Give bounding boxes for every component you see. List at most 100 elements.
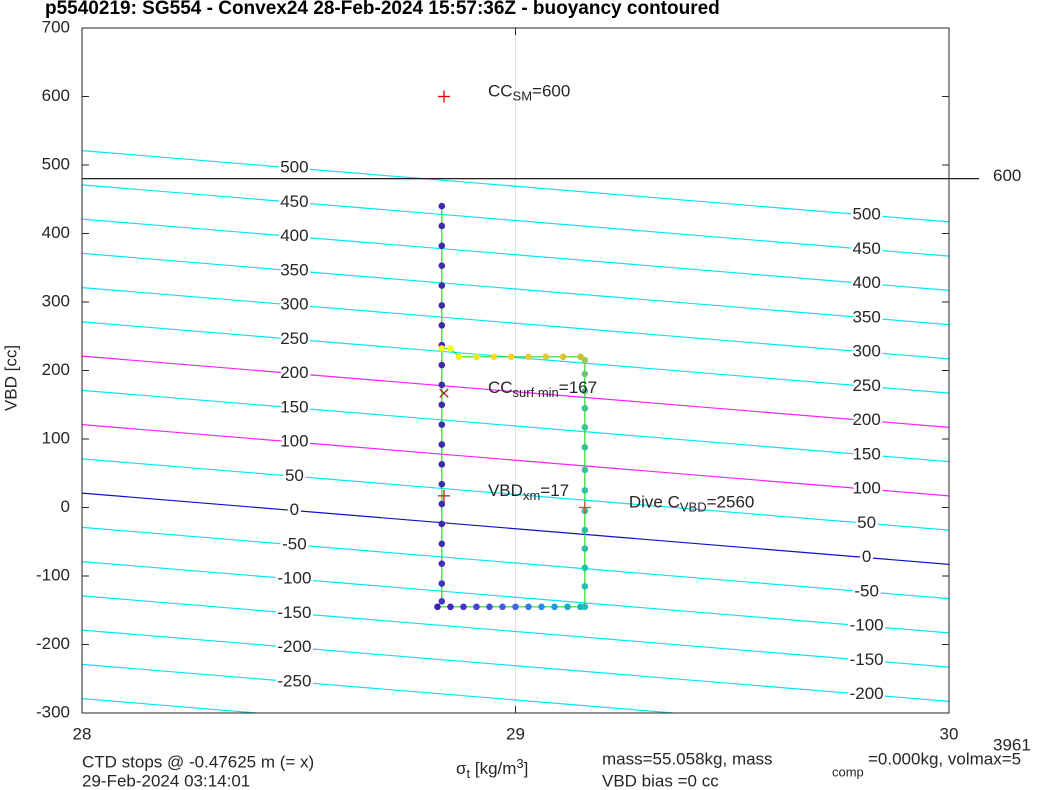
track-point <box>438 500 446 508</box>
track-point <box>512 603 519 611</box>
footer-ctd: CTD stops @ -0.47625 m (= x) <box>82 752 314 771</box>
contour-label: -100 <box>277 569 311 588</box>
track-point <box>438 560 446 567</box>
contour-label: 150 <box>280 397 308 416</box>
track-point <box>581 545 589 552</box>
track-point <box>447 345 454 352</box>
annotation-marker <box>578 501 591 514</box>
contour-label: 0 <box>290 500 299 519</box>
track-point <box>438 461 446 468</box>
contour-label: 500 <box>852 205 880 224</box>
annotation-text-part: Dive C <box>629 493 680 512</box>
y-tick-label: -300 <box>36 702 70 721</box>
contour-label: 50 <box>857 513 876 532</box>
track-point <box>438 321 446 329</box>
track-point <box>460 603 467 611</box>
x-axis-label-part: σ <box>456 759 467 778</box>
footer-date: 29-Feb-2024 03:14:01 <box>82 771 250 790</box>
track-point <box>438 381 446 389</box>
annotation-text: Dive CVBD=2560 <box>629 493 755 515</box>
contour-label: 400 <box>280 226 308 245</box>
track-point <box>525 353 532 361</box>
x-tick-label: 30 <box>940 724 959 743</box>
contour-label: 200 <box>852 410 880 429</box>
track-point <box>581 564 589 572</box>
track-point <box>551 603 558 611</box>
annotation-text-part: =17 <box>540 481 569 500</box>
track-point <box>438 598 446 605</box>
y-tick-label: 700 <box>42 17 70 36</box>
y-tick-label: 0 <box>61 497 70 516</box>
track-point <box>499 603 506 611</box>
contour-line <box>82 321 949 394</box>
track-point <box>438 242 446 250</box>
footer-bias: VBD bias =0 cc <box>602 771 719 790</box>
annotation-text-part: =167 <box>559 379 597 398</box>
contour-line <box>82 663 682 713</box>
track-point <box>577 353 584 361</box>
track-point <box>542 353 550 361</box>
track-point <box>473 353 480 361</box>
track-point <box>525 603 532 611</box>
annotation-text-part: VBD <box>488 481 523 500</box>
contour-label: 250 <box>852 376 880 395</box>
track-point <box>581 404 589 412</box>
track-point <box>438 361 446 369</box>
track-point <box>447 603 454 611</box>
annotation-marker <box>439 388 449 398</box>
contour-line <box>82 150 949 223</box>
track-point <box>438 222 446 230</box>
y-tick-label: 400 <box>42 223 70 242</box>
x-tick-label: 28 <box>73 724 92 743</box>
x-tick-label: 29 <box>506 724 525 743</box>
annotation-marker <box>437 489 450 502</box>
contour-label: -150 <box>850 650 884 669</box>
contour-label: 450 <box>852 239 880 258</box>
annotation-text-part: SM <box>513 88 533 103</box>
contour-line <box>82 355 949 428</box>
y-tick-label: 200 <box>42 360 70 379</box>
annotation-text-part: VBD <box>680 499 707 514</box>
annotation-text-part: =2560 <box>707 493 755 512</box>
track-point <box>559 353 567 361</box>
y-tick-label: -100 <box>36 565 70 584</box>
track-point <box>581 443 589 451</box>
track-point <box>438 202 446 210</box>
contour-label: -150 <box>277 603 311 622</box>
annotation-text: CCSM=600 <box>488 82 570 104</box>
x-axis-label-part: [kg/m <box>470 759 516 778</box>
track-point <box>581 526 589 534</box>
track-point <box>438 441 446 448</box>
track-point <box>455 353 463 361</box>
contour-line <box>82 252 949 326</box>
y-axis-label: VBD [cc] <box>1 345 20 411</box>
contour-label: 350 <box>280 260 308 279</box>
annotation-marker <box>437 90 450 103</box>
track-point <box>438 580 446 587</box>
track-point <box>438 302 446 309</box>
contour-label: 100 <box>852 479 880 498</box>
contour-label: -250 <box>277 671 311 690</box>
marker-stroke <box>439 388 449 398</box>
contour-line <box>82 595 949 668</box>
track-point <box>581 487 589 494</box>
footer-corner: 3961 <box>993 735 1031 754</box>
track-point <box>581 466 589 474</box>
track-point <box>473 603 480 611</box>
contour-line <box>82 458 949 531</box>
x-axis-label-part: ] <box>524 759 529 778</box>
contour-line <box>82 184 949 257</box>
y-tick-label: -200 <box>36 634 70 653</box>
track-point <box>438 421 446 428</box>
track-point <box>581 603 589 611</box>
footer-mass-sub: comp <box>832 764 864 779</box>
contour-label: 400 <box>852 273 880 292</box>
track-point <box>438 345 446 352</box>
contour-line <box>82 561 949 634</box>
track-point <box>564 603 571 611</box>
track-point <box>438 262 446 269</box>
chart-title: p5540219: SG554 - Convex24 28-Feb-2024 1… <box>45 0 720 19</box>
contour-label: 150 <box>852 444 880 463</box>
track-point <box>438 401 446 409</box>
